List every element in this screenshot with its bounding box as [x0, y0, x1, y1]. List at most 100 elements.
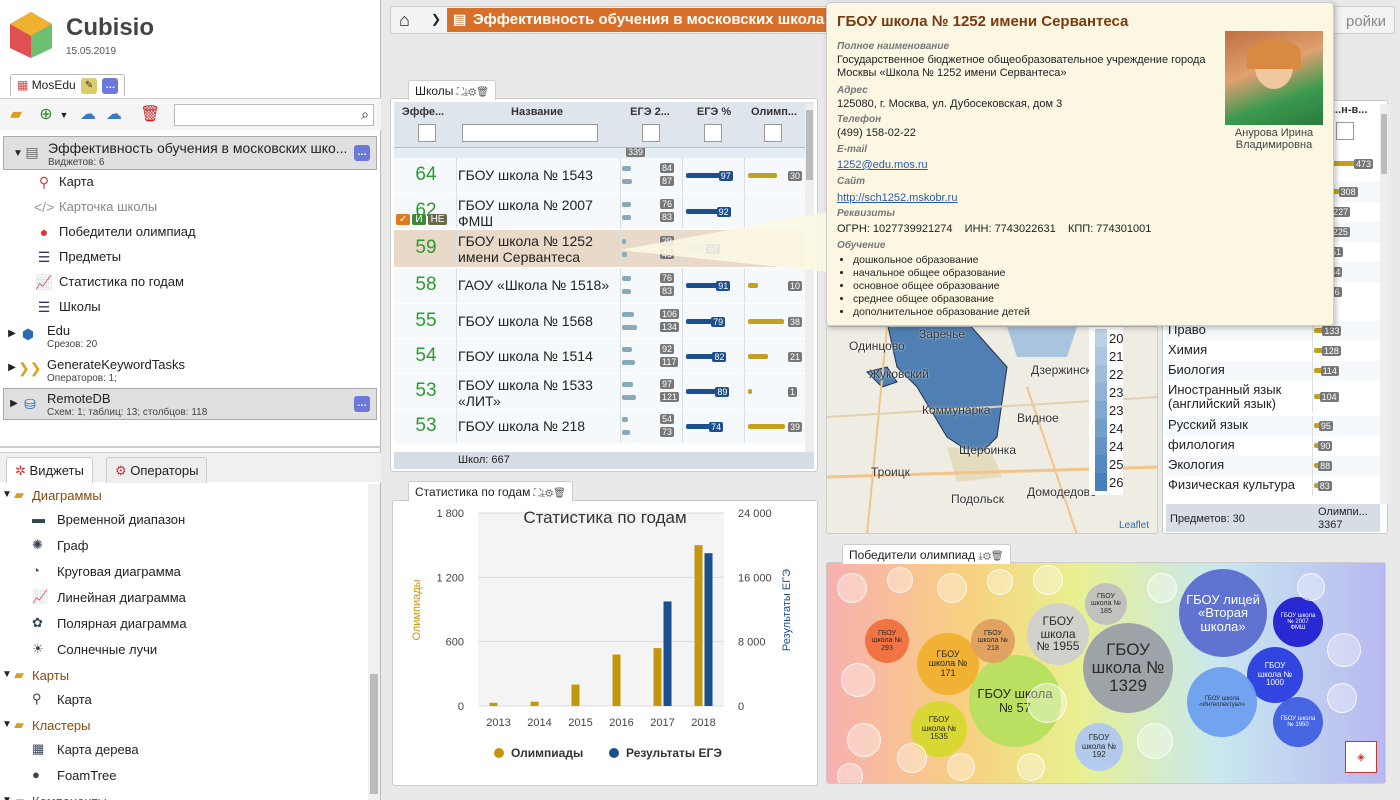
more-menu-icon[interactable]: …	[102, 78, 119, 94]
foamtree-cell[interactable]: ГБОУ школа № 1955	[1027, 603, 1089, 665]
subject-row[interactable]: Биология 114	[1166, 361, 1380, 381]
tree-item-subjects[interactable]: ☰ Предметы	[0, 247, 381, 269]
collapse-icon[interactable]: ▼	[2, 669, 12, 680]
foamtree-small-cell[interactable]	[937, 573, 967, 603]
tree-item-card[interactable]: </> Карточка школы	[34, 199, 158, 215]
foamtree-small-cell[interactable]	[1027, 683, 1067, 723]
home-icon[interactable]: ⌂	[399, 10, 410, 30]
collapse-icon[interactable]: ▼	[2, 795, 12, 800]
subject-row[interactable]: Иностранный язык (английский язык) 104	[1166, 381, 1380, 413]
name-filter-field[interactable]	[462, 124, 598, 142]
bar-olympiads[interactable]	[489, 702, 498, 706]
filter-field[interactable]	[704, 124, 722, 142]
widget-item[interactable]: 📈 Линейная диаграмма	[0, 588, 360, 610]
foamtree-small-cell[interactable]	[1017, 753, 1045, 781]
remote-more-icon[interactable]: …	[354, 396, 370, 412]
edit-icon[interactable]: ✎	[81, 78, 98, 94]
add-folder-icon[interactable]: ▰	[9, 106, 23, 123]
delete-icon[interactable]: 🗑	[140, 106, 161, 123]
expand-icon[interactable]: ▶	[10, 398, 18, 409]
tree-item-winners[interactable]: ● Победители олимпиад	[0, 222, 381, 244]
bar-olympiads[interactable]	[694, 545, 703, 706]
table-row[interactable]: 64 ГБОУ школа № 1543 84 87 97 30	[394, 158, 814, 194]
widget-tools-icon[interactable]: ⛶⤓⚙🗑	[456, 87, 489, 98]
widget-item[interactable]: ● FoamTree	[0, 766, 360, 788]
expand-icon[interactable]: ▶	[8, 362, 16, 373]
widget-group[interactable]: ▼ ▰ Карты	[0, 666, 360, 688]
tree-item-edu[interactable]: ▶ ⬢ Edu Срезов: 20	[0, 322, 381, 352]
scrollbar[interactable]	[805, 104, 814, 452]
widget-group[interactable]: ▼ ▰ Диаграммы	[0, 486, 360, 508]
map-attribution[interactable]: Leaflet	[1118, 520, 1149, 531]
tree-item-generate[interactable]: ▶ ❯❯ GenerateKeywordTasks Операторов: 1;	[0, 356, 381, 386]
filter-field[interactable]	[418, 124, 436, 142]
tree-item-map[interactable]: ⚲ Карта	[0, 172, 381, 194]
widget-tools-icon[interactable]: ⛶⤓⚙🗑	[533, 488, 566, 499]
dashboard-title[interactable]: ▤ Эффективность обучения в московских шко…	[447, 8, 827, 32]
filter-field[interactable]	[764, 124, 782, 142]
foamtree-small-cell[interactable]	[1147, 573, 1177, 603]
tree-item-schools[interactable]: ☰ Школы	[0, 297, 381, 319]
widget-item[interactable]: ⚲ Карта	[0, 690, 360, 712]
foamtree-small-cell[interactable]	[837, 573, 867, 603]
scrollbar[interactable]	[368, 484, 380, 800]
foamtree-small-cell[interactable]	[947, 753, 975, 781]
foamtree-cell[interactable]: ГБОУ школа «Интеллектуал»	[1187, 667, 1257, 737]
foamtree-cell[interactable]: ГБОУ школа № 218	[971, 619, 1015, 663]
foamtree-cell[interactable]: ГБОУ школа № 185	[1085, 583, 1127, 625]
download-cloud-icon[interactable]: ☁	[106, 106, 122, 123]
subject-row[interactable]: Физическая культура 83	[1166, 476, 1380, 496]
foamtree-cell[interactable]: ГБОУ школа № 1000	[1247, 647, 1303, 703]
legend-label[interactable]: Результаты ЕГЭ	[626, 746, 722, 760]
map-widget[interactable]: Одинцово Жуковский Коммунарка Видное Щербинк…	[826, 326, 1158, 534]
winners-tab[interactable]: Победители олимпиад ⤓⚙🗑	[842, 544, 1011, 564]
collapse-icon[interactable]: ▼	[2, 719, 12, 730]
bar-olympiads[interactable]	[530, 701, 539, 706]
table-row[interactable]: 58 ГАОУ «Школа № 1518» 76 83 91 10	[394, 268, 814, 304]
subject-row[interactable]: Русский язык 95	[1166, 416, 1380, 436]
collapse-icon[interactable]: ▼	[2, 489, 12, 500]
foamtree-small-cell[interactable]	[1033, 565, 1063, 595]
foamtree-small-cell[interactable]	[987, 569, 1013, 595]
foamtree-small-cell[interactable]	[837, 763, 863, 783]
widget-item[interactable]: ✺ Граф	[0, 536, 360, 558]
foamtree-small-cell[interactable]	[887, 567, 913, 593]
widget-item[interactable]: ☀ Солнечные лучи	[0, 640, 360, 662]
map-canvas[interactable]	[827, 327, 1158, 534]
tree-item-remotedb[interactable]: ▶ ⛁ RemoteDB Схем: 1; таблиц: 13; столбц…	[3, 388, 377, 420]
stats-tab[interactable]: Статистика по годам ⛶⤓⚙🗑	[408, 481, 573, 501]
table-row[interactable]: 62 ГБОУ школа № 2007 ФМШ 76 83 92	[394, 194, 814, 230]
settings-label[interactable]: ройки	[1345, 13, 1386, 30]
splitter[interactable]	[0, 446, 381, 448]
subject-row[interactable]: Химия 128	[1166, 341, 1380, 361]
foamtree-cell[interactable]: ГБОУ школа № 2007 ФМШ	[1273, 597, 1323, 647]
root-more-icon[interactable]: …	[354, 145, 370, 161]
table-row[interactable]: 55 ГБОУ школа № 1568 106 134 79 38	[394, 304, 814, 339]
foamtree-cell[interactable]: ГБОУ школа № 1950	[1273, 697, 1323, 747]
schools-tab[interactable]: Школы ⛶⤓⚙🗑	[408, 80, 496, 100]
search-input[interactable]: ⌕	[174, 104, 374, 126]
table-row[interactable]: 54 ГБОУ школа № 1514 92 117 82 21	[394, 339, 814, 374]
foamtree-small-cell[interactable]	[1327, 633, 1361, 667]
foamtree-cell[interactable]: ГБОУ школа № 171	[917, 633, 979, 695]
upload-cloud-icon[interactable]: ☁	[80, 106, 96, 123]
foamtree-small-cell[interactable]	[1297, 573, 1325, 601]
filter-field[interactable]	[1336, 122, 1354, 140]
expand-icon[interactable]: ▶	[8, 328, 16, 339]
table-row[interactable]: 53 ГБОУ школа № 218 54 73 74 39	[394, 410, 814, 444]
collapse-icon[interactable]: ▼	[13, 148, 23, 159]
winners-widget[interactable]: ГБОУ школа № 1329 ГБОУ лицей «Вторая школ…	[826, 562, 1386, 784]
widget-tools-icon[interactable]: ⤓⚙🗑	[978, 551, 1004, 562]
foamtree-cell[interactable]: ГБОУ школа № 192	[1075, 723, 1123, 771]
bar-ege[interactable]	[663, 601, 672, 706]
scrollbar[interactable]	[1380, 104, 1388, 504]
tab-operators[interactable]: ⚙ Операторы	[106, 457, 208, 483]
bar-ege[interactable]	[704, 553, 713, 706]
widget-item[interactable]: ▬ Временной диапазон	[0, 510, 360, 532]
tree-root-item[interactable]: ▼ ▤ Эффективность обучения в московских …	[3, 136, 377, 170]
subject-row[interactable]: филология 90	[1166, 436, 1380, 456]
bar-olympiads[interactable]	[612, 654, 621, 706]
foamtree-cell[interactable]: ГБОУ школа № 1329	[1083, 623, 1173, 713]
widget-group[interactable]: ▼ ▰ Кластеры	[0, 716, 360, 738]
add-icon[interactable]: ⊕	[39, 106, 53, 123]
